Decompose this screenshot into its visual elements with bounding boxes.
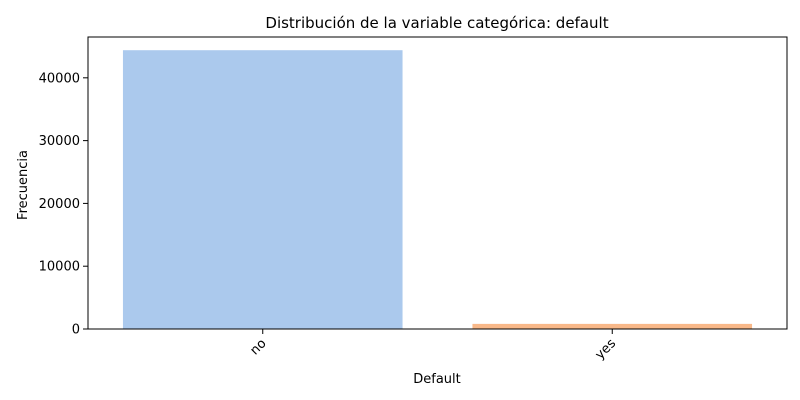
x-tick-label-no: no: [248, 336, 270, 358]
y-tick-label: 0: [72, 323, 80, 338]
chart-title: Distribución de la variable categórica: …: [265, 14, 608, 32]
y-tick-label: 40000: [39, 71, 80, 86]
x-axis: no yes: [248, 329, 620, 363]
bar-yes: [472, 323, 753, 329]
plot-frame: [87, 36, 788, 330]
bar-no: [122, 50, 403, 329]
x-axis-title: Default: [413, 372, 461, 387]
x-tick-label-yes: yes: [593, 336, 620, 363]
y-axis-title: Frecuencia: [16, 150, 31, 220]
y-tick-label: 10000: [39, 260, 80, 275]
y-axis: 0 10000 20000 30000 40000: [39, 71, 88, 338]
y-tick-label: 20000: [39, 197, 80, 212]
y-tick-label: 30000: [39, 134, 80, 149]
plot-area: [122, 50, 753, 329]
